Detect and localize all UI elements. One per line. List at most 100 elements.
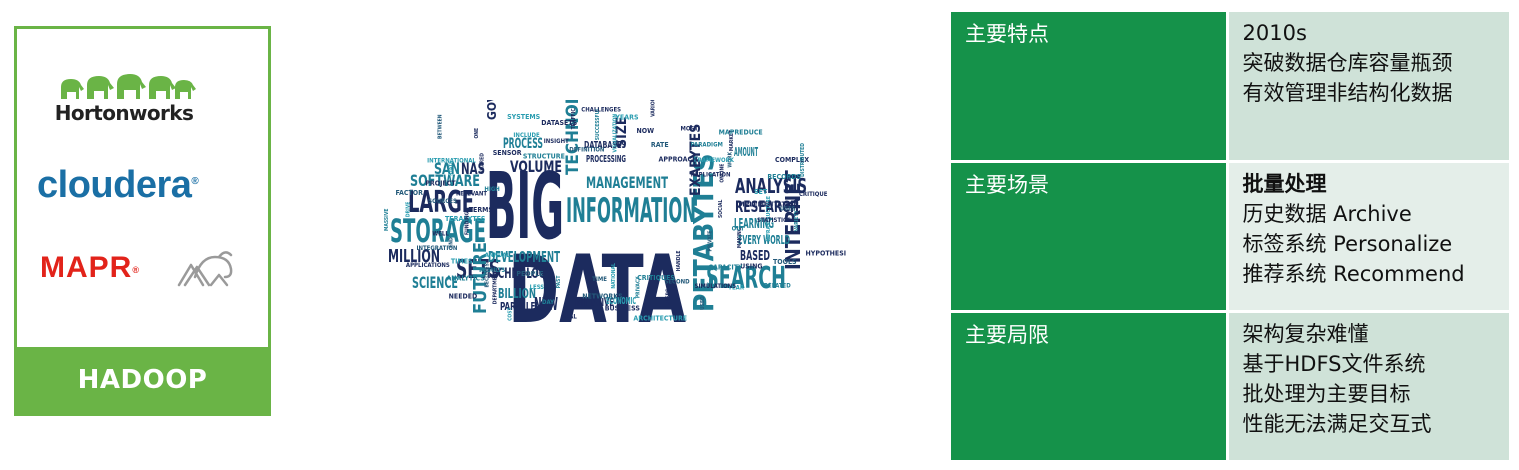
word-needed: NEEDED	[449, 292, 478, 300]
word-real: REAL	[561, 313, 577, 320]
word-successful: SUCCESSFUL	[595, 108, 601, 141]
word-science: SCIENCE	[412, 273, 458, 292]
word-well: WELL	[432, 230, 449, 237]
word-sets: SETS	[456, 255, 500, 285]
table-row: 主要特点 2010s 突破数据仓库容量瓶颈 有效管理非结构化数据	[951, 12, 1509, 162]
word-integration: INTEGRATION	[416, 245, 457, 252]
word-national: NATIONAL	[611, 263, 617, 289]
word-second: SECOND	[664, 278, 690, 285]
word-business: BUSINESS	[605, 304, 641, 312]
word-every-world: EVERY WORLD	[738, 233, 790, 247]
word-million: MILLION	[388, 246, 440, 267]
word-databases: DATABASES	[584, 140, 626, 151]
word-variety: VARIETY	[794, 209, 800, 231]
word-time: TIME	[592, 276, 607, 283]
word-simulations: SIMULATIONS	[695, 283, 737, 290]
word-sources: SOURCES	[428, 198, 457, 205]
word-mapreduce: MAPREDUCE	[719, 128, 763, 136]
word-handle: HANDLE	[676, 251, 682, 272]
word-related: RELATED	[764, 283, 791, 290]
word-capacity: CAPACITY	[708, 263, 743, 271]
value-line: 推荐系统 Recommend	[1242, 261, 1465, 286]
word-social: SOCIAL	[718, 199, 724, 218]
word-paradigm: PARADIGM	[691, 141, 723, 148]
word-work: WORK	[727, 151, 733, 167]
row-key-scenarios: 主要场景	[951, 159, 1229, 312]
mapr-logo: MAPR®	[40, 251, 140, 285]
word-approach: APPROACH	[658, 155, 697, 163]
value-line: 标签系统 Personalize	[1242, 231, 1453, 256]
row-key-features: 主要特点	[951, 12, 1229, 162]
word-factor: FACTOR	[396, 189, 424, 197]
value-line: 批处理为主要目标	[1242, 382, 1411, 407]
word-records: RECORDS	[767, 173, 801, 181]
word-storage: STORAGE	[390, 212, 486, 250]
word-tools: TOOLS	[773, 258, 797, 266]
row-key-limitations: 主要局限	[951, 310, 1229, 460]
word-end: END	[449, 237, 455, 248]
word-used: USED	[700, 296, 706, 310]
word-uses: USES	[780, 205, 796, 212]
word-critiques: CRITIQUES	[637, 274, 675, 282]
word-one: ONE	[474, 128, 480, 139]
word-analytics: ANALYTICS	[446, 274, 485, 282]
word-information: INFORMATION	[566, 191, 696, 231]
word-data: DATA	[508, 236, 686, 340]
hadoop-info-table: 主要特点 2010s 突破数据仓库容量瓶颈 有效管理非结构化数据 主要场景 批量…	[951, 12, 1509, 460]
value-line: 突破数据仓库容量瓶颈	[1242, 51, 1453, 75]
table-row: 主要场景 批量处理 历史数据 Archive 标签系统 Personalize …	[951, 159, 1509, 312]
word-years: YEARS	[614, 113, 639, 121]
word-international: INTERNATIONAL	[427, 158, 476, 165]
registered-mark: ®	[191, 176, 199, 187]
word-past: PAST	[556, 275, 562, 289]
word-people: PEOPLE	[516, 270, 543, 278]
word-datasets: DATASETS	[541, 119, 577, 127]
word-infrastructure: INFRASTRUCTURE	[766, 196, 772, 241]
word-making: MAKING	[737, 227, 743, 248]
word-implementation: IMPLEMENTATION	[736, 201, 799, 209]
word-development: DEVELOPMENT	[488, 248, 561, 266]
word-size: SIZE	[614, 117, 630, 149]
value-line: 架构复杂难懂	[1242, 322, 1369, 347]
word-out: OUT	[732, 225, 745, 232]
word-becomes: BECOMES	[485, 263, 491, 287]
value-line: 性能无法满足交互式	[1242, 412, 1432, 437]
word-government: GOVERNMENT	[485, 100, 499, 120]
word-replication: REPLICATION	[691, 171, 731, 178]
hadoop-elephant-outline-icon	[177, 251, 233, 287]
row-value-scenarios: 批量处理 历史数据 Archive 标签系统 Personalize 推荐系统 …	[1227, 159, 1509, 312]
word-most: MOST	[680, 125, 698, 132]
small-words: SOCIAL RESULTS YEARS HANDLE SOURCES COMPLEX PA…	[384, 100, 846, 322]
word-amount: AMOUNT	[734, 145, 758, 159]
word-systems: SYSTEMS	[507, 113, 540, 121]
word-learning: LEARNING	[734, 217, 774, 232]
word-internet: INTERNET	[781, 169, 805, 270]
word-networks: NETWORKS	[582, 292, 623, 300]
hortonworks-logo: Hortonworks	[39, 71, 249, 151]
word-terabytes: TERABYTES	[445, 215, 486, 223]
word-between: BETWEEN	[437, 114, 443, 139]
value-line: 历史数据 Archive	[1242, 201, 1412, 226]
hortonworks-wordmark: Hortonworks	[54, 101, 194, 125]
word-san: SAN	[434, 159, 460, 178]
word-annual: ANNUAL	[485, 252, 511, 259]
word-process: PROCESS	[503, 136, 543, 152]
word-terms: TERMS	[469, 206, 494, 214]
word-set: SET	[754, 188, 768, 196]
row-value-limitations: 架构复杂难懂 基于HDFS文件系统 批处理为主要目标 性能无法满足交互式	[1227, 310, 1509, 460]
word-analysis: ANALYSIS	[735, 174, 807, 198]
word-various: VARIOUS	[651, 100, 657, 117]
word-petabytes: PETABYTES	[687, 153, 720, 312]
word-drive: DRIVE	[405, 202, 411, 217]
word-billion: BILLION	[498, 287, 536, 302]
word-high: HIGH	[484, 186, 500, 193]
word-distributed: DISTRIBUTED	[800, 143, 806, 177]
word-definition: DEFINITION	[569, 146, 605, 153]
word-rate: RATE	[651, 141, 669, 149]
word-hypothesis: HYPOTHESIS	[806, 250, 846, 258]
word-insight: INSIGHT	[544, 138, 569, 145]
word-management: MANAGEMENT	[586, 173, 668, 192]
value-line: 基于HDFS文件系统	[1242, 352, 1426, 377]
word-online: ONLINE	[719, 164, 725, 183]
